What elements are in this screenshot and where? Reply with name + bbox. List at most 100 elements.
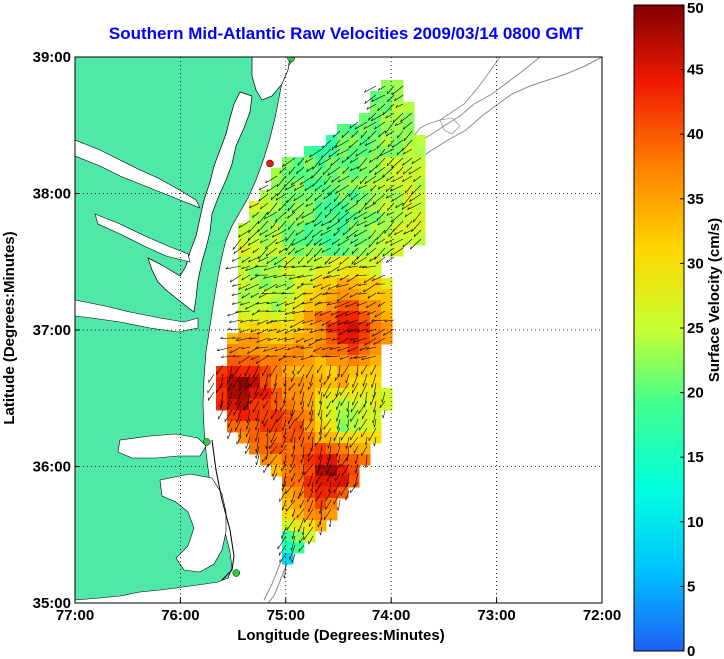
velocity-arrow-head bbox=[374, 314, 377, 318]
velocity-arrow-head bbox=[284, 302, 288, 306]
velocity-arrow-head bbox=[306, 243, 308, 247]
velocity-arrow-head bbox=[292, 397, 294, 401]
velocity-arrow-head bbox=[371, 278, 375, 282]
velocity-arrow bbox=[313, 346, 323, 353]
velocity-arrow-head bbox=[333, 233, 335, 237]
velocity-arrow bbox=[309, 148, 323, 158]
velocity-arrow bbox=[383, 328, 395, 336]
velocity-arrow-head bbox=[353, 216, 356, 220]
velocity-cell bbox=[326, 168, 338, 180]
velocity-arrow-head bbox=[238, 225, 241, 229]
velocity-cell bbox=[238, 410, 250, 422]
velocity-arrow-head bbox=[408, 171, 411, 175]
velocity-arrow bbox=[358, 184, 368, 190]
velocity-cell bbox=[392, 190, 404, 202]
y-tick-label: 39:00 bbox=[33, 49, 71, 66]
velocity-arrow-head bbox=[278, 208, 280, 212]
velocity-arrow bbox=[248, 238, 260, 246]
velocity-arrow-head bbox=[355, 153, 358, 157]
velocity-arrow bbox=[341, 157, 350, 164]
velocity-arrow bbox=[303, 265, 314, 268]
velocity-cell bbox=[326, 267, 338, 279]
velocity-arrow-head bbox=[284, 338, 287, 341]
velocity-arrow bbox=[386, 85, 395, 95]
velocity-arrow bbox=[291, 238, 305, 246]
velocity-cell bbox=[271, 190, 283, 202]
velocity-cell bbox=[271, 454, 283, 466]
velocity-arrow-head bbox=[309, 297, 312, 301]
velocity-arrow bbox=[229, 319, 242, 323]
velocity-arrow bbox=[356, 193, 368, 204]
velocity-arrow bbox=[279, 544, 287, 556]
velocity-cell bbox=[315, 267, 327, 279]
velocity-arrow bbox=[241, 265, 251, 270]
velocity-cell bbox=[381, 113, 393, 125]
velocity-cell bbox=[370, 333, 382, 345]
velocity-arrow bbox=[376, 256, 386, 265]
velocity-arrow-head bbox=[271, 234, 275, 238]
velocity-cell bbox=[271, 256, 283, 268]
velocity-arrow-head bbox=[305, 203, 308, 207]
x-tick-label: 75:00 bbox=[267, 607, 305, 624]
velocity-arrow bbox=[265, 175, 278, 184]
velocity-cell bbox=[392, 212, 404, 224]
velocity-arrow bbox=[283, 355, 296, 357]
velocity-cell bbox=[359, 410, 371, 422]
velocity-arrow bbox=[231, 256, 242, 262]
velocity-arrow bbox=[294, 184, 305, 191]
velocity-cell bbox=[271, 333, 283, 345]
velocity-arrow bbox=[355, 454, 359, 464]
velocity-arrow-head bbox=[314, 302, 317, 306]
velocity-arrow bbox=[325, 499, 332, 510]
velocity-arrow bbox=[397, 130, 404, 139]
velocity-arrow-head bbox=[281, 535, 283, 539]
velocity-arrow-head bbox=[337, 460, 339, 464]
velocity-arrow bbox=[266, 436, 269, 449]
velocity-arrow bbox=[248, 256, 260, 263]
velocity-arrow bbox=[324, 508, 332, 520]
velocity-cell bbox=[315, 278, 327, 290]
velocity-arrow bbox=[278, 355, 287, 361]
velocity-arrow-head bbox=[277, 227, 280, 231]
velocity-arrow bbox=[374, 121, 386, 130]
velocity-cell bbox=[227, 388, 239, 400]
velocity-arrow-head bbox=[265, 245, 267, 249]
velocity-arrow bbox=[376, 139, 386, 149]
velocity-arrow bbox=[321, 220, 332, 227]
velocity-cell bbox=[304, 333, 316, 345]
velocity-arrow-head bbox=[271, 291, 275, 294]
velocity-cell bbox=[337, 245, 349, 257]
velocity-arrow bbox=[349, 121, 359, 129]
velocity-arrow bbox=[330, 157, 341, 167]
velocity-arrow-head bbox=[301, 215, 304, 219]
velocity-arrow bbox=[371, 319, 386, 322]
velocity-arrow bbox=[324, 256, 332, 265]
velocity-arrow bbox=[411, 184, 422, 195]
velocity-cell bbox=[238, 377, 250, 389]
velocity-arrow bbox=[220, 400, 224, 410]
velocity-arrow bbox=[285, 481, 296, 494]
velocity-arrow bbox=[320, 328, 332, 331]
velocity-arrow-head bbox=[309, 267, 312, 271]
velocity-cell bbox=[370, 289, 382, 301]
velocity-arrow-head bbox=[250, 295, 253, 298]
velocity-arrow-head bbox=[260, 206, 262, 210]
velocity-arrow bbox=[291, 400, 296, 417]
velocity-cell bbox=[293, 487, 305, 499]
velocity-arrow bbox=[258, 184, 269, 191]
velocity-arrow bbox=[327, 265, 341, 274]
velocity-arrow-head bbox=[274, 262, 276, 266]
velocity-cell bbox=[282, 278, 294, 290]
velocity-arrow bbox=[255, 382, 260, 395]
velocity-arrow bbox=[328, 445, 332, 462]
velocity-arrow bbox=[317, 301, 332, 304]
velocity-arrow bbox=[232, 364, 242, 378]
velocity-arrow-head bbox=[291, 209, 294, 213]
velocity-cell bbox=[403, 146, 415, 158]
velocity-arrow bbox=[345, 490, 350, 501]
velocity-arrow-head bbox=[273, 275, 277, 279]
velocity-arrow-head bbox=[394, 98, 397, 102]
velocity-cell bbox=[359, 300, 371, 312]
velocity-arrow-head bbox=[326, 462, 328, 466]
velocity-cell bbox=[249, 212, 261, 224]
